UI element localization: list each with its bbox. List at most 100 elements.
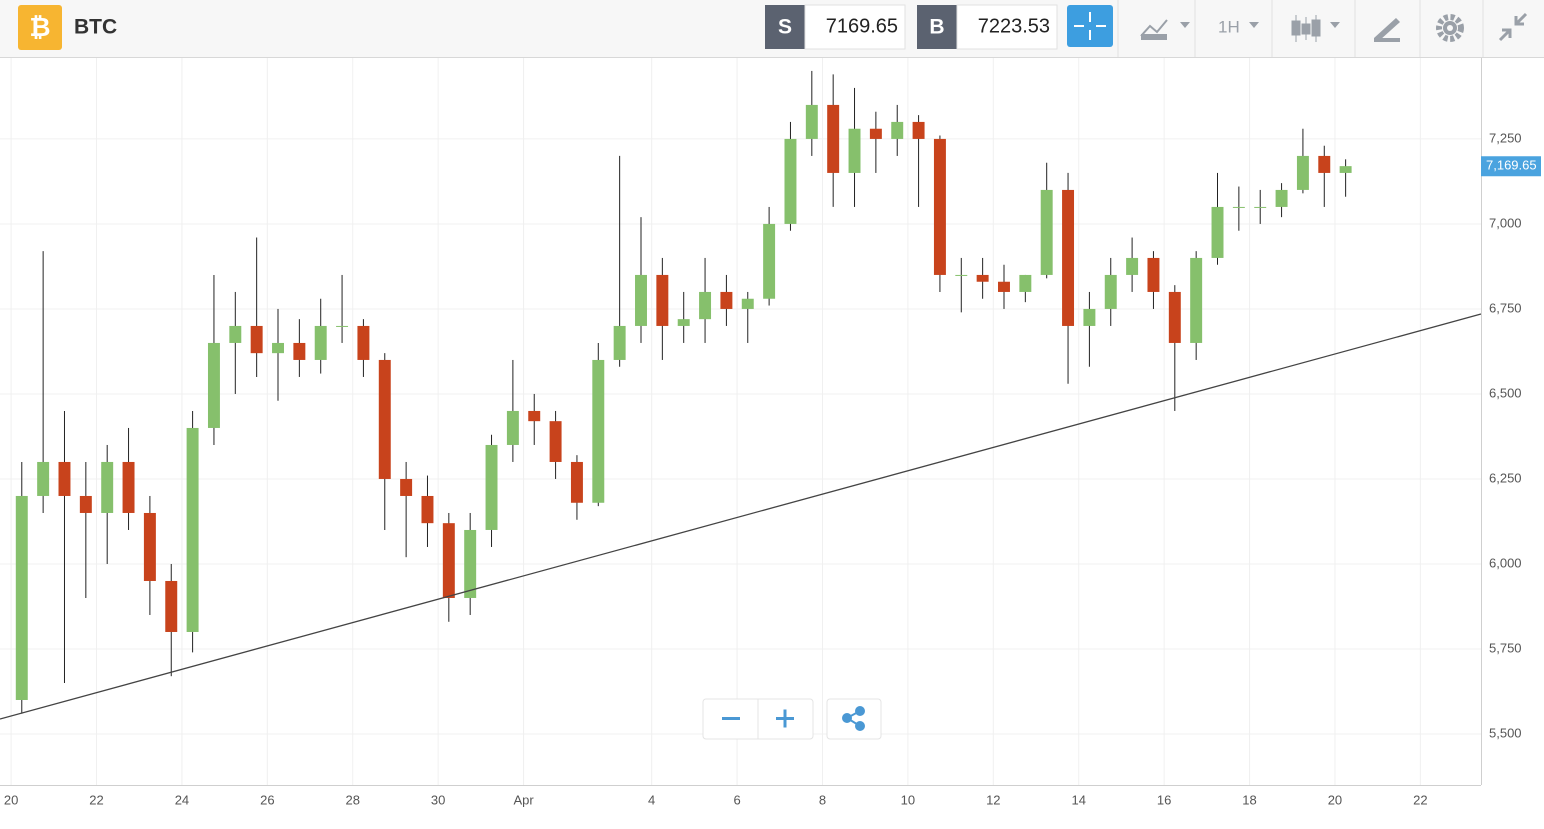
candle-body bbox=[293, 342, 306, 360]
sell-price: 7169.65 bbox=[826, 15, 898, 37]
candle-body bbox=[1275, 189, 1288, 207]
crosshair-icon bbox=[1074, 12, 1106, 40]
x-tick-label: 6 bbox=[733, 792, 740, 807]
zoom-in[interactable] bbox=[776, 709, 794, 728]
candle-body bbox=[635, 274, 647, 326]
candle-body bbox=[827, 104, 840, 173]
candle-body bbox=[1126, 257, 1139, 275]
candle-body bbox=[143, 512, 156, 581]
candle-body bbox=[122, 461, 135, 513]
candle-body bbox=[336, 325, 349, 327]
candle-body bbox=[805, 104, 818, 139]
y-tick-label: 6,000 bbox=[1489, 555, 1522, 570]
candle-body bbox=[272, 342, 284, 354]
x-tick-label: 18 bbox=[1242, 792, 1256, 807]
candle-body bbox=[998, 281, 1010, 292]
candle-body bbox=[15, 495, 28, 700]
candle-body bbox=[848, 128, 861, 173]
candle-body bbox=[1254, 206, 1267, 208]
x-tick-label: 20 bbox=[1328, 792, 1342, 807]
current-price-tag bbox=[1481, 156, 1541, 177]
y-tick-label: 6,500 bbox=[1489, 385, 1522, 400]
share-box bbox=[826, 698, 882, 740]
candle-body bbox=[79, 495, 92, 513]
candle-body bbox=[784, 138, 797, 224]
toolbar-separators bbox=[1117, 0, 1484, 57]
x-tick-label: 14 bbox=[1071, 792, 1085, 807]
candle-body bbox=[37, 461, 50, 496]
candle-body bbox=[314, 325, 327, 360]
candle-body bbox=[720, 291, 733, 309]
crosshair-button[interactable] bbox=[1067, 5, 1113, 47]
symbol: BTC bbox=[74, 16, 117, 39]
candle-body bbox=[207, 342, 220, 428]
buy-label: B bbox=[929, 16, 944, 39]
y-tick-label: 5,500 bbox=[1489, 725, 1522, 740]
candle-body bbox=[58, 461, 71, 496]
candle-body bbox=[763, 223, 776, 299]
zoom-out[interactable] bbox=[722, 717, 740, 720]
candle-body bbox=[1104, 274, 1117, 309]
candle-body bbox=[613, 325, 626, 360]
candle-body bbox=[357, 325, 370, 360]
share-button[interactable] bbox=[842, 706, 865, 731]
candle-body bbox=[485, 444, 498, 530]
current-price-label: 7,169.65 bbox=[1486, 158, 1537, 173]
candle-body bbox=[400, 478, 413, 496]
candle-body bbox=[741, 298, 754, 309]
candle-body bbox=[464, 529, 477, 598]
collapse-button[interactable] bbox=[1498, 12, 1528, 42]
candle-body bbox=[1040, 189, 1053, 275]
candle-body bbox=[912, 121, 925, 139]
candle-body bbox=[378, 359, 391, 479]
x-tick-label: 20 bbox=[4, 792, 18, 807]
y-tick-label: 7,000 bbox=[1489, 215, 1522, 230]
buy-price: 7223.53 bbox=[978, 15, 1050, 37]
buy-button[interactable] bbox=[917, 5, 957, 49]
candle-body bbox=[549, 421, 562, 462]
candle-body bbox=[421, 495, 434, 524]
candle-body bbox=[869, 128, 882, 139]
candle-body bbox=[1062, 189, 1075, 326]
sell-box bbox=[804, 4, 906, 50]
candle-body bbox=[1211, 206, 1224, 258]
sell-label: S bbox=[778, 16, 792, 39]
candle-body bbox=[656, 274, 669, 326]
candle-body bbox=[570, 461, 583, 503]
x-tick-label: 10 bbox=[901, 792, 915, 807]
y-tick-label: 7,250 bbox=[1489, 130, 1522, 145]
candle-body bbox=[1339, 166, 1352, 173]
candle-body bbox=[592, 359, 605, 503]
x-tick-label: 26 bbox=[260, 792, 274, 807]
draw-button[interactable] bbox=[1374, 18, 1400, 42]
y-tick-label: 5,750 bbox=[1489, 640, 1522, 655]
btc-icon bbox=[18, 5, 62, 50]
candle-body bbox=[955, 274, 968, 276]
chart-type-button[interactable] bbox=[1140, 19, 1190, 40]
y-tick-label: 6,750 bbox=[1489, 300, 1522, 315]
x-tick-label: 30 bbox=[431, 792, 445, 807]
candle-body bbox=[699, 291, 712, 320]
candle-body bbox=[1318, 155, 1331, 173]
candle-body bbox=[1190, 257, 1203, 343]
candle-body bbox=[165, 580, 178, 632]
settings-button[interactable] bbox=[1436, 14, 1464, 42]
x-tick-label: 22 bbox=[89, 792, 103, 807]
candle-style-button[interactable] bbox=[1291, 15, 1340, 42]
buy-box bbox=[956, 4, 1058, 50]
zoom-controls bbox=[702, 698, 882, 740]
candle-body bbox=[976, 274, 989, 282]
y-tick-label: 6,250 bbox=[1489, 470, 1522, 485]
candle-body bbox=[1083, 308, 1096, 326]
interval[interactable]: 1H bbox=[1218, 17, 1240, 36]
candle-body bbox=[442, 523, 455, 598]
x-tick-label: 4 bbox=[648, 792, 655, 807]
x-tick-label: 22 bbox=[1413, 792, 1427, 807]
candle-body bbox=[1147, 257, 1160, 292]
candle-body bbox=[1232, 206, 1245, 208]
candle-body bbox=[186, 427, 199, 632]
candle-body bbox=[933, 138, 946, 275]
sell-button[interactable] bbox=[765, 5, 805, 49]
candle-body bbox=[229, 325, 242, 343]
